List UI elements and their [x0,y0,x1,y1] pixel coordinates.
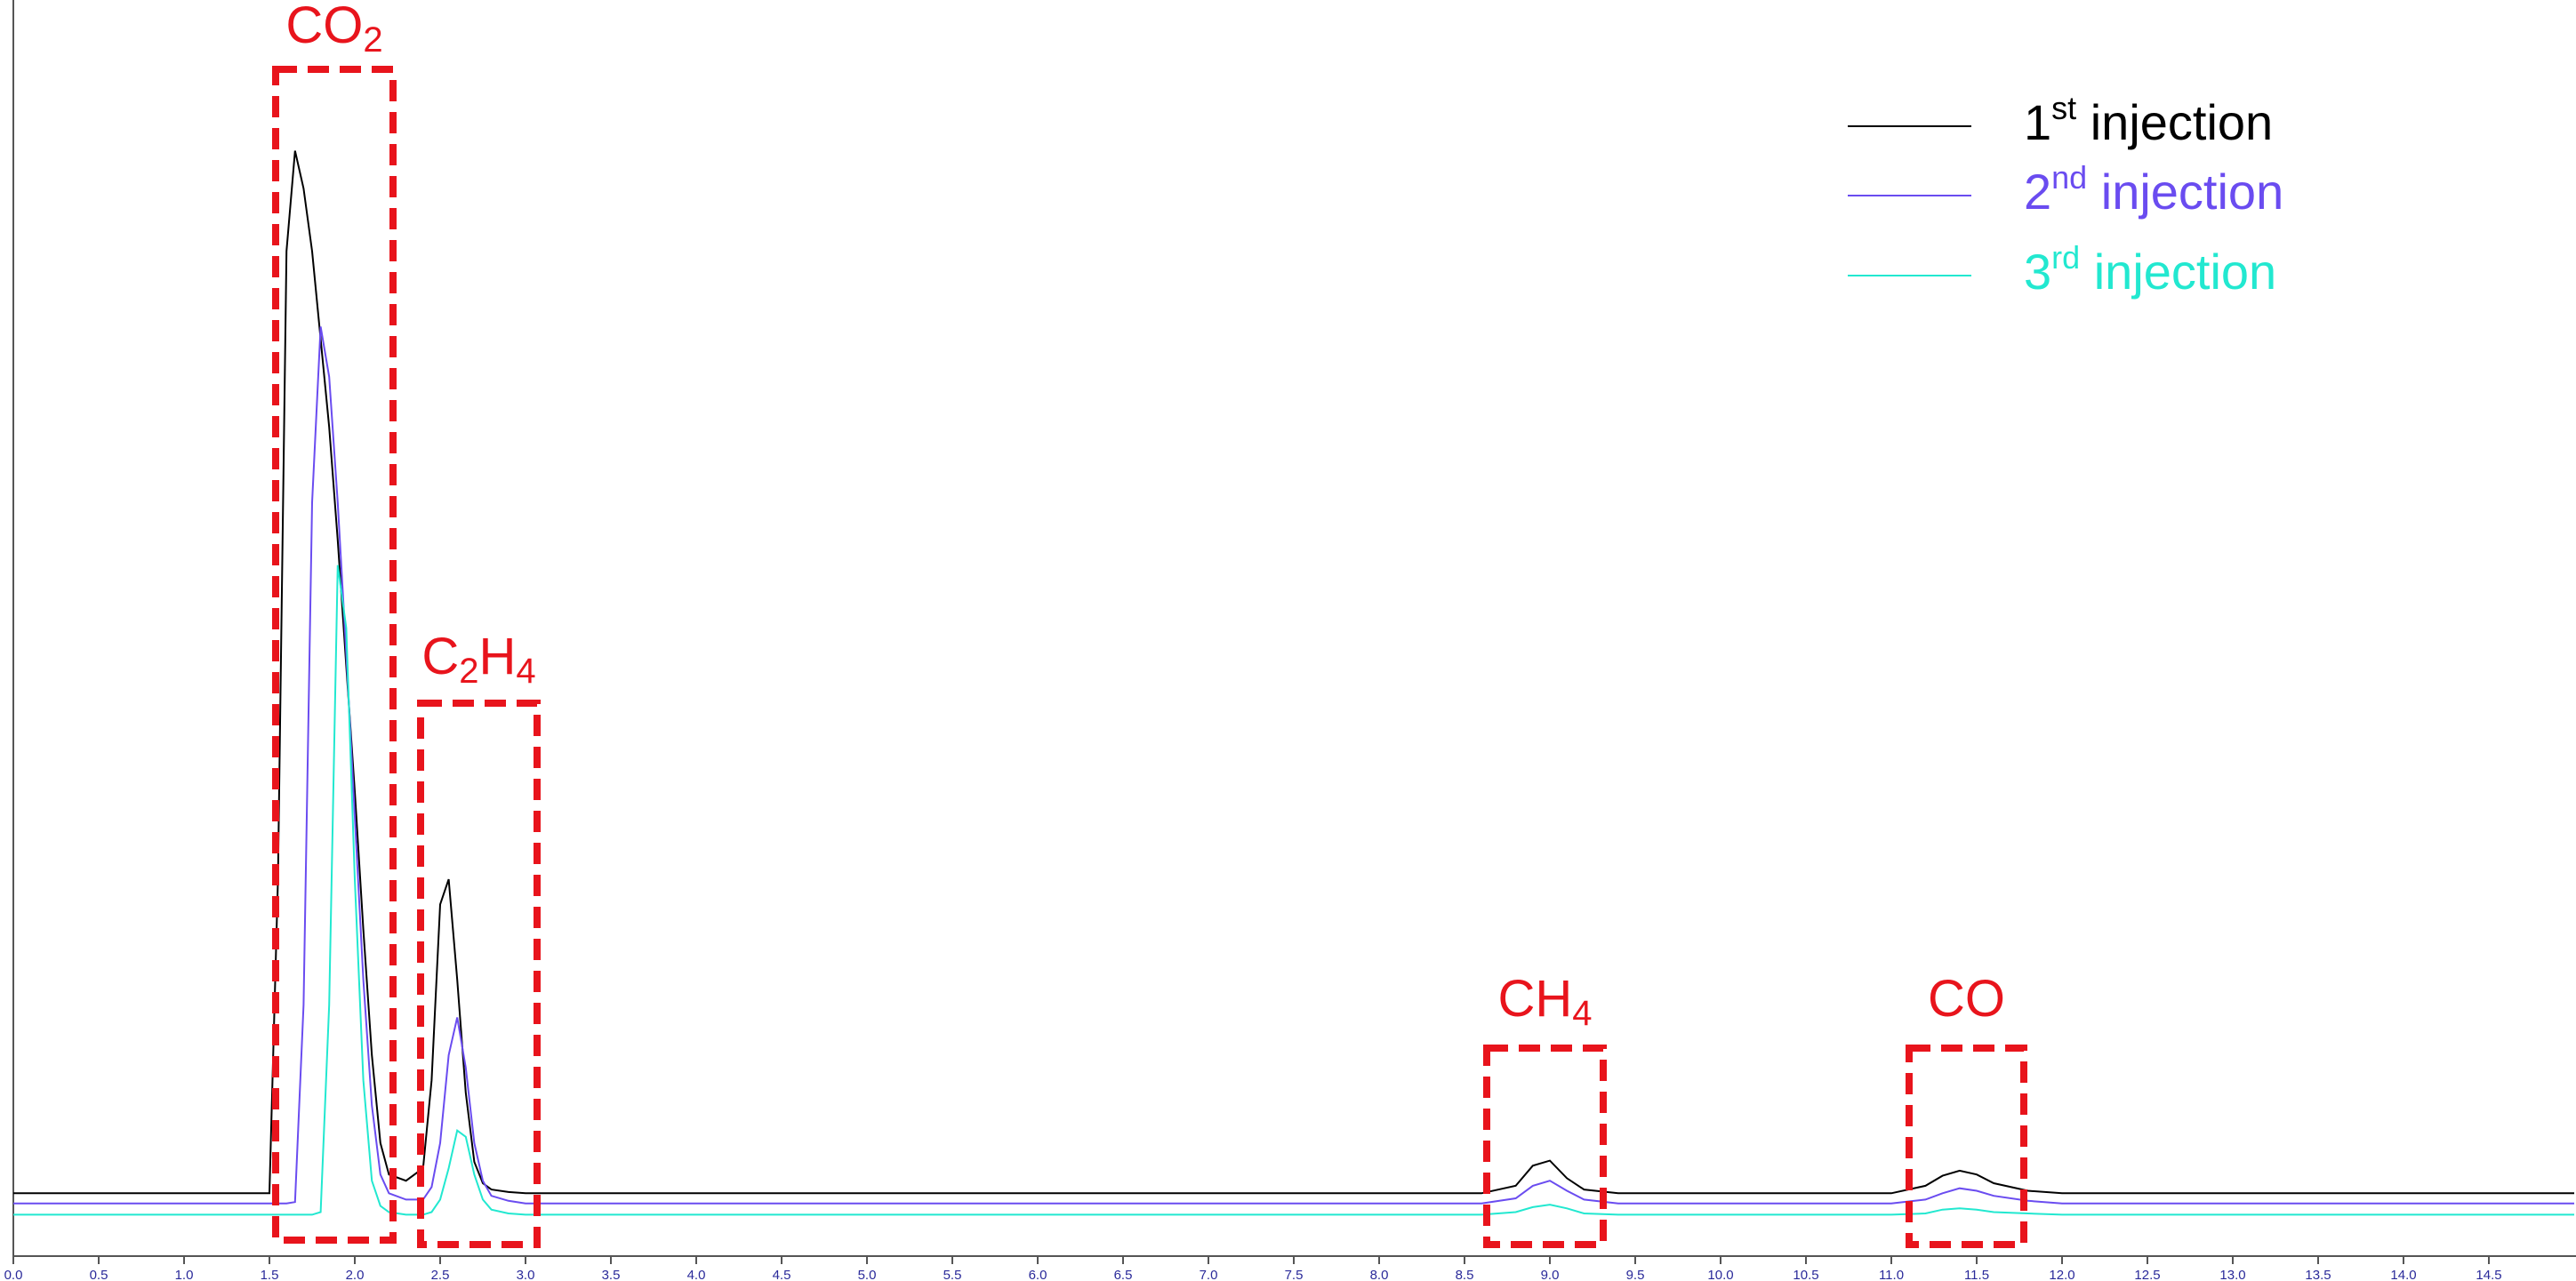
x-tick-label: 7.0 [1200,1268,1218,1281]
x-tick-label: 8.0 [1370,1268,1389,1281]
x-tick-label: 3.5 [602,1268,621,1281]
x-tick-label: 8.5 [1456,1268,1474,1281]
x-tick-label: 1.0 [175,1268,194,1281]
x-tick-label: 3.0 [517,1268,535,1281]
x-tick-label: 9.0 [1541,1268,1560,1281]
label-part: CO [285,0,363,54]
x-tick-label: 7.5 [1285,1268,1304,1281]
x-tick-label: 6.0 [1029,1268,1047,1281]
series-line [13,150,2574,1195]
x-tick-label: 14.0 [2390,1268,2416,1281]
label-part: H [479,628,517,685]
x-tick-label: 2.5 [431,1268,450,1281]
x-tick-label: 11.5 [1964,1268,1989,1281]
label-part: CH [1497,970,1572,1028]
x-tick-label: 10.5 [1793,1268,1818,1281]
x-tick-label: 4.5 [773,1268,791,1281]
x-tick-label: 11.0 [1879,1268,1904,1281]
x-tick-label: 5.5 [943,1268,962,1281]
x-tick-label: 12.0 [2049,1268,2074,1281]
subscript: 2 [459,652,478,691]
x-tick-label: 2.0 [346,1268,365,1281]
x-tick-label: 0.5 [90,1268,108,1281]
x-tick-label: 14.5 [2476,1268,2501,1281]
label-part: C [421,628,459,685]
annotation-box [1483,1045,1607,1248]
x-tick-label: 5.0 [858,1268,877,1281]
x-tick-label: 12.5 [2134,1268,2160,1281]
x-tick-label: 4.0 [687,1268,706,1281]
x-tick-label: 1.5 [261,1268,279,1281]
x-tick-label: 0.0 [4,1268,23,1281]
annotation-box [417,700,541,1248]
subscript: 4 [1572,994,1592,1033]
legend-label: 3rd injection [2024,239,2276,300]
x-tick-label: 6.5 [1114,1268,1133,1281]
x-tick-label: 10.0 [1707,1268,1733,1281]
annotation-label: CH4 [1497,970,1592,1032]
annotation-box [1906,1045,2027,1248]
annotation-label: C2H4 [421,628,535,690]
annotation-label: CO [1928,970,2005,1028]
legend-label: 1st injection [2024,90,2273,150]
annotation-label: CO2 [285,0,382,60]
subscript: 2 [363,20,382,60]
x-tick-label: 13.0 [2219,1268,2245,1281]
legend-label: 2nd injection [2024,159,2283,220]
x-tick-label: 13.5 [2305,1268,2331,1281]
subscript: 4 [516,652,535,691]
series-line [13,326,2574,1205]
series-line [13,564,2574,1216]
x-tick-label: 9.5 [1626,1268,1645,1281]
annotation-box [272,66,397,1244]
label-part: CO [1928,970,2005,1028]
